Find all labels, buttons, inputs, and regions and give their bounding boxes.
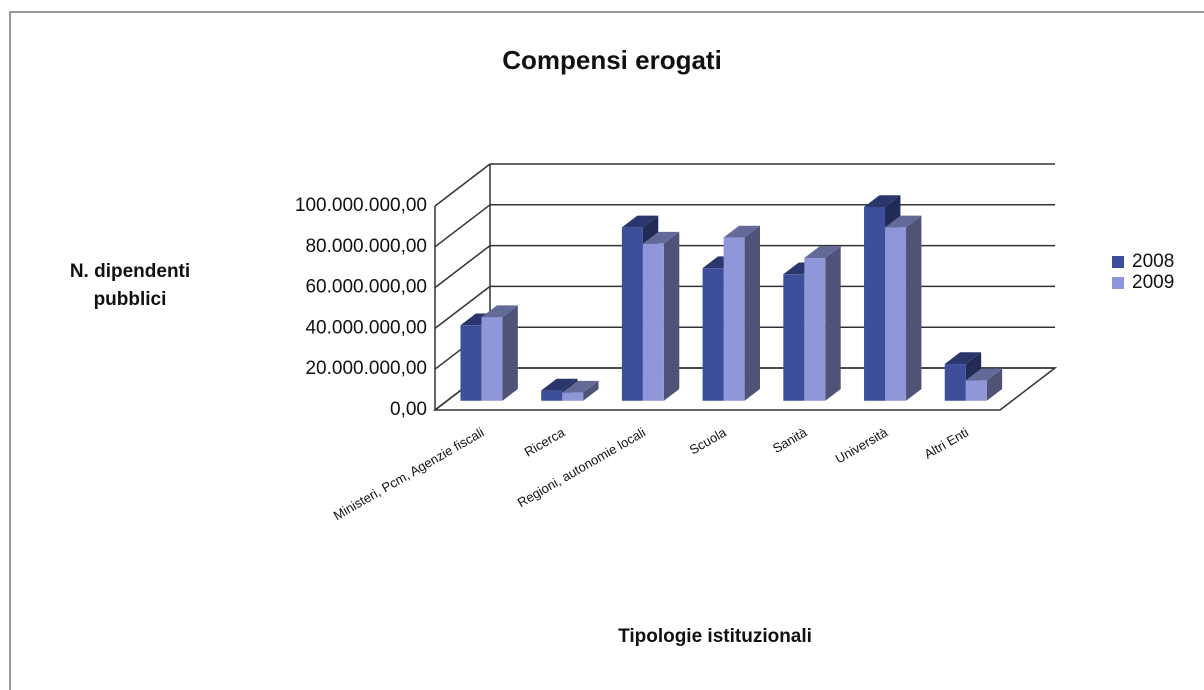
bar-front — [702, 268, 724, 401]
bar-top — [885, 215, 922, 228]
bar — [804, 246, 841, 401]
bar — [723, 225, 760, 401]
legend-label: 2009 — [1132, 272, 1174, 293]
bar-side — [583, 380, 599, 401]
bar-top — [562, 380, 599, 393]
y-tick-label: 100.000.000,00 — [295, 195, 427, 216]
bar-top — [642, 231, 680, 244]
bar — [562, 380, 599, 401]
bar-top — [965, 368, 1003, 381]
y-tick-label: 20.000.000,00 — [305, 358, 427, 379]
bar-front — [481, 317, 503, 401]
y-tick-label: 0,00 — [390, 399, 427, 420]
bar — [481, 305, 518, 401]
legend-label: 2008 — [1132, 251, 1174, 272]
bar-front — [783, 274, 805, 401]
bar-side — [986, 368, 1003, 401]
legend-swatch — [1112, 256, 1124, 268]
x-axis-title: Tipologie istituzionali — [618, 626, 812, 647]
bar-side — [825, 246, 841, 401]
bar-front — [965, 380, 987, 401]
bar-top — [481, 305, 518, 318]
bar-front — [944, 364, 966, 401]
bar-side — [906, 215, 922, 401]
bar-top — [723, 225, 760, 238]
bar-front — [642, 243, 664, 401]
bar-top — [621, 215, 659, 228]
bar-top — [804, 246, 841, 258]
bar-front — [723, 237, 745, 401]
bar-front — [460, 325, 482, 401]
y-axis-title: N. dipendenti pubblici — [69, 261, 191, 310]
y-tick-label: 80.000.000,00 — [305, 236, 427, 257]
bar — [642, 231, 680, 401]
bar-front — [885, 227, 907, 401]
bar-front — [864, 206, 886, 401]
legend-swatch — [1112, 277, 1124, 289]
grid-line — [434, 204, 491, 248]
y-tick-label: 40.000.000,00 — [305, 317, 427, 338]
bar-side — [663, 231, 680, 401]
bar — [965, 368, 1003, 401]
grid-line — [434, 245, 491, 289]
bar-top — [864, 195, 901, 207]
bar — [885, 215, 922, 401]
grid-line — [434, 285, 491, 329]
bar-side — [744, 225, 760, 401]
chart-title: Compensi erogati — [502, 45, 722, 75]
bar-front — [541, 390, 563, 401]
y-tick-label: 60.000.000,00 — [305, 277, 427, 298]
bar-front — [621, 227, 643, 401]
bar-side — [502, 305, 518, 401]
bar-top — [944, 352, 982, 365]
chart-border — [9, 11, 1204, 690]
bar-front — [562, 392, 584, 401]
bar-top — [541, 378, 578, 391]
bar-front — [804, 257, 826, 401]
grid-line — [434, 163, 491, 207]
